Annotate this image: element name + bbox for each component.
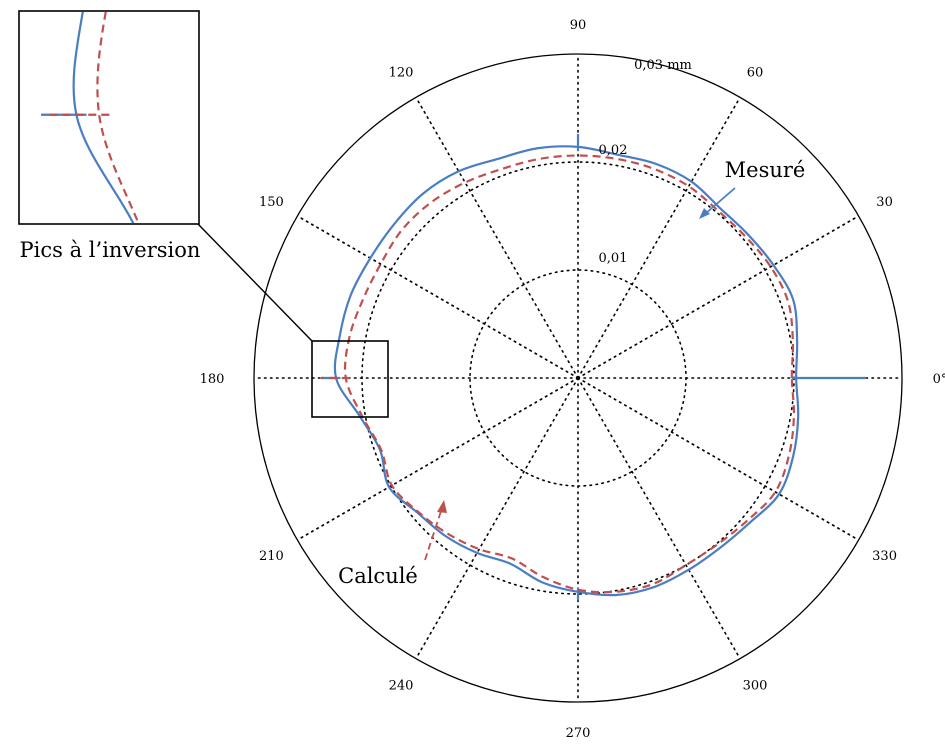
radial-tick-label-1: 0,02 [599, 143, 628, 158]
inset-box [18, 10, 200, 225]
annotation-arrowhead-mesure [699, 208, 710, 219]
inset-zoom [18, 10, 389, 418]
radial-circle-0 [469, 269, 687, 487]
inset-line-mesur [72, 12, 135, 223]
spoke-240 [415, 377, 579, 660]
inset-magnified [40, 12, 140, 223]
spoke-330 [577, 377, 860, 541]
annotation-pics-inversion: Pics à l’inversion [20, 238, 201, 262]
zoom-region-box [311, 340, 389, 418]
radial-tick-label-0: 0,01 [599, 251, 628, 266]
spoke-210 [296, 377, 579, 541]
angle-tick-label-90: 90 [570, 18, 587, 33]
angle-tick-label-60: 60 [747, 65, 764, 80]
angle-tick-label-120: 120 [389, 65, 414, 80]
angle-tick-label-0: 0° [933, 372, 945, 387]
angle-tick-label-30: 30 [876, 195, 893, 210]
annotation-arrow-calcule [424, 507, 443, 561]
angle-tick-label-300: 300 [743, 679, 768, 694]
spoke-300 [577, 377, 741, 660]
spoke-120 [415, 96, 579, 379]
annotation-arrow-mesure [704, 187, 736, 215]
annotation-calcule: Calculé [338, 564, 418, 588]
outer-circle [253, 53, 903, 703]
series-layer [320, 133, 866, 601]
annotation-mesure: Mesuré [725, 158, 806, 182]
angle-tick-label-270: 270 [566, 726, 591, 741]
spoke-60 [577, 96, 741, 379]
spoke-150 [296, 215, 579, 379]
angle-tick-label-210: 210 [259, 549, 284, 564]
inset-line-calcul [96, 12, 140, 223]
angle-tick-label-330: 330 [872, 549, 897, 564]
annotation-arrowhead-calcule [437, 500, 447, 513]
angle-tick-label-180: 180 [200, 372, 225, 387]
angle-tick-label-150: 150 [259, 195, 284, 210]
angle-tick-label-240: 240 [389, 679, 414, 694]
radial-tick-label-2: 0,03 mm [634, 58, 692, 73]
labels-layer: 0° 30 60 90 120 150 180 210 240 270 300 330 0,01 0,02… [20, 18, 945, 741]
inset-connector [197, 223, 313, 342]
series-line-calcul [343, 154, 796, 594]
spoke-30 [577, 215, 860, 379]
